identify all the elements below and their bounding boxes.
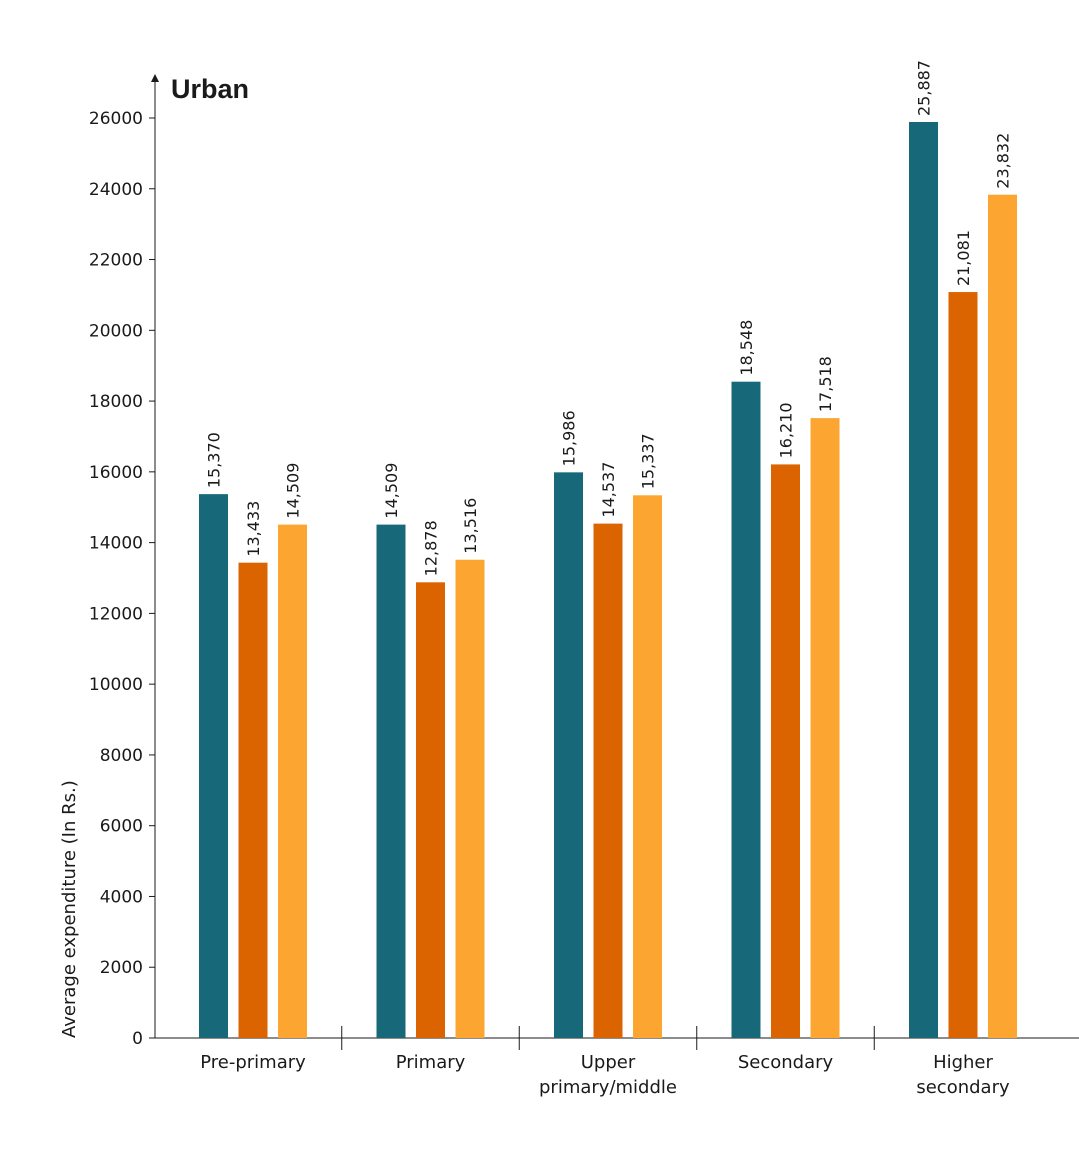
chart-title: Urban xyxy=(171,74,249,104)
bar xyxy=(771,464,800,1038)
y-tick-label: 26000 xyxy=(89,109,143,129)
bar-value-label: 18,548 xyxy=(737,320,756,376)
bar xyxy=(948,292,978,1039)
y-axis-ticks: 0 2000 4000 6000 8000 10000 12000 14000 16000 180… xyxy=(89,109,155,1049)
bar xyxy=(554,472,583,1038)
bar-value-label: 16,210 xyxy=(777,402,796,458)
category-label: Pre-primary xyxy=(200,1052,306,1073)
bar-value-label: 14,537 xyxy=(599,462,618,518)
y-tick-label: 14000 xyxy=(89,534,143,554)
bar-value-label: 15,370 xyxy=(205,432,224,488)
y-tick-label: 10000 xyxy=(89,675,143,695)
x-axis-ticks xyxy=(341,1026,875,1050)
bar xyxy=(988,194,1017,1038)
bar-value-label: 15,337 xyxy=(639,433,658,489)
bar-series-group xyxy=(199,121,1017,1039)
bar-value-label: 14,509 xyxy=(284,463,303,519)
y-tick-label: 8000 xyxy=(100,746,143,766)
bar xyxy=(238,562,268,1038)
bar-value-label: 14,509 xyxy=(382,463,401,519)
category-label-group: Pre-primary Primary Upper primary/middle Sec… xyxy=(200,1052,1010,1098)
y-tick-label: 4000 xyxy=(100,887,143,907)
y-tick-label: 20000 xyxy=(89,321,143,341)
bar xyxy=(455,559,485,1038)
y-tick-label: 0 xyxy=(132,1029,143,1049)
y-tick-label: 12000 xyxy=(89,604,143,624)
y-tick-label: 6000 xyxy=(100,817,143,837)
category-label: Higher xyxy=(933,1052,993,1073)
bar xyxy=(278,524,307,1038)
bar-value-label: 13,516 xyxy=(461,498,480,554)
category-label: Upper xyxy=(581,1052,636,1073)
bar xyxy=(810,418,840,1038)
bar-value-label: 21,081 xyxy=(954,230,973,286)
value-label-group: 15,370 13,433 14,509 14,509 12,878 13,516 15,9… xyxy=(205,60,1013,576)
bar-value-label: 23,832 xyxy=(994,133,1013,189)
bar xyxy=(593,523,623,1038)
bar xyxy=(731,381,761,1038)
category-label: Primary xyxy=(396,1052,466,1073)
y-tick-label: 22000 xyxy=(89,251,143,271)
y-tick-label: 16000 xyxy=(89,463,143,483)
bar-value-label: 12,878 xyxy=(422,520,441,576)
y-axis-label: Average expenditure (In Rs.) xyxy=(59,780,80,1038)
bar-value-label: 17,518 xyxy=(816,356,835,412)
category-label: secondary xyxy=(916,1077,1010,1098)
category-label: Secondary xyxy=(738,1052,834,1073)
bar xyxy=(416,582,445,1038)
bar-value-label: 25,887 xyxy=(915,60,934,116)
y-axis-arrow-icon xyxy=(151,74,159,82)
bar-value-label: 15,986 xyxy=(560,410,579,466)
y-tick-label: 24000 xyxy=(89,180,143,200)
bar xyxy=(376,524,406,1038)
y-tick-label: 18000 xyxy=(89,392,143,412)
bar-value-label: 13,433 xyxy=(244,501,263,557)
y-tick-label: 2000 xyxy=(100,958,143,978)
bar xyxy=(633,495,662,1038)
bar xyxy=(909,121,938,1038)
bar xyxy=(199,494,228,1039)
category-label: primary/middle xyxy=(539,1077,677,1098)
